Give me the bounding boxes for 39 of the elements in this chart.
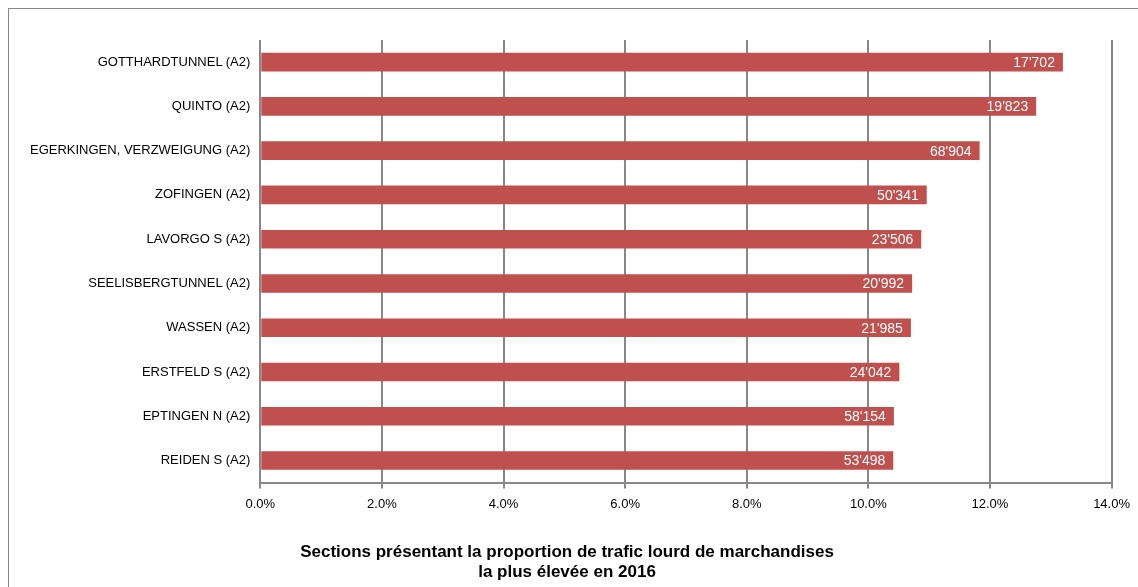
y-tick-label: EPTINGEN N (A2): [142, 407, 251, 423]
annotation: 53'498: [843, 452, 886, 469]
annotation: 20'992: [862, 275, 905, 292]
x-tick-label: 2.0%: [367, 495, 398, 511]
bar: [261, 185, 927, 205]
x-tick-label: 4.0%: [488, 495, 519, 511]
x-tick-label: 14.0%: [1093, 495, 1131, 511]
bar: [261, 406, 894, 426]
y-tick-label: REIDEN S (A2): [160, 452, 251, 468]
y-tick-label: LAVORGO S (A2): [146, 230, 251, 246]
y-tick-label: ZOFINGEN (A2): [154, 186, 251, 202]
x-tick-label: 10.0%: [849, 495, 888, 511]
annotation: 68'904: [930, 142, 972, 159]
y-tick-label: GOTTHARDTUNNEL (A2): [97, 53, 251, 69]
text: Sections présentant la proportion de trafic lourd de marchandises la plus élevée en 2016: [300, 542, 834, 582]
y-tick-label: WASSEN (A2): [166, 319, 251, 335]
bar: [261, 141, 980, 160]
y-tick-label: EGERKINGEN, VERZWEIGUNG (A2): [29, 142, 251, 158]
x-tick-label: 8.0%: [731, 495, 762, 511]
bar: [261, 97, 1037, 116]
x-tick-label: 6.0%: [610, 495, 641, 511]
y-tick-label: QUINTO (A2): [171, 97, 251, 113]
bar: [261, 229, 922, 249]
annotation: 58'154: [844, 408, 887, 425]
annotation: 19'823: [986, 98, 1029, 115]
annotation: 50'341: [877, 186, 919, 203]
bar: [261, 318, 911, 337]
bar: [261, 451, 894, 470]
y-tick-label: ERSTFELD S (A2): [141, 363, 251, 379]
annotation: 24'042: [849, 363, 892, 380]
x-tick-label: 12.0%: [971, 495, 1009, 511]
bar: [261, 52, 1063, 72]
annotation: 23'506: [871, 231, 914, 248]
y-tick-label: SEELISBERGTUNNEL (A2): [88, 275, 251, 291]
bar: [261, 362, 900, 382]
bar: [261, 274, 913, 293]
annotation: 17'702: [1013, 53, 1056, 70]
x-tick-label: 0.0%: [245, 495, 276, 511]
annotation: 21'985: [861, 319, 904, 336]
